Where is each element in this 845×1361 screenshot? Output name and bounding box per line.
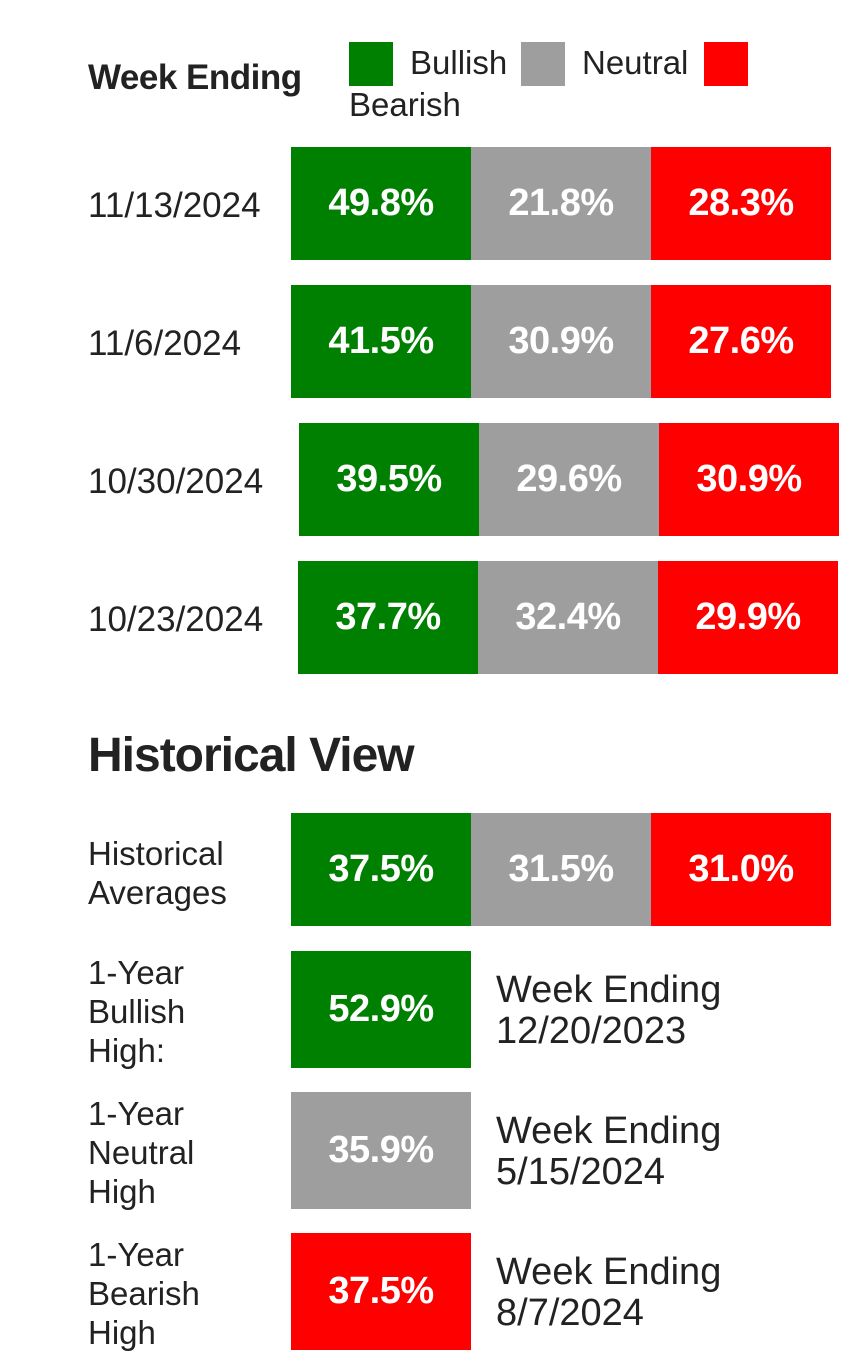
historical-averages-label: Historical Averages bbox=[88, 835, 227, 911]
bullish-high-cell: 52.9% bbox=[291, 951, 471, 1068]
legend-label-bullish: Bullish bbox=[410, 44, 508, 81]
legend-title: Week Ending bbox=[88, 58, 302, 97]
week-label: 10/30/2024 bbox=[88, 462, 264, 501]
neutral-high-cell: 35.9% bbox=[291, 1092, 471, 1209]
bullish-high-date: 12/20/2023 bbox=[496, 1010, 687, 1052]
neutral-cell: 21.8% bbox=[471, 147, 651, 260]
legend-label-neutral: Neutral bbox=[582, 44, 689, 81]
bullish-high-label: 1-Year Bullish High: bbox=[88, 954, 186, 1069]
bearish-cell: 27.6% bbox=[651, 285, 831, 398]
bullish-cell: 41.5% bbox=[291, 285, 471, 398]
avg-bearish-cell: 31.0% bbox=[651, 813, 831, 926]
week-label: 11/6/2024 bbox=[88, 324, 242, 363]
legend-swatch-bearish bbox=[704, 42, 748, 86]
bearish-cell: 29.9% bbox=[658, 561, 838, 674]
bearish-high-week-ending: Week Ending bbox=[496, 1251, 722, 1293]
bearish-high-date: 8/7/2024 bbox=[496, 1292, 644, 1334]
bearish-high-label: 1-Year Bearish High bbox=[88, 1236, 200, 1351]
neutral-high-label: 1-Year Neutral High bbox=[88, 1095, 195, 1210]
neutral-high-week-ending: Week Ending bbox=[496, 1110, 722, 1152]
neutral-cell: 30.9% bbox=[471, 285, 651, 398]
avg-bullish-cell: 37.5% bbox=[291, 813, 471, 926]
neutral-cell: 29.6% bbox=[479, 423, 659, 536]
bearish-cell: 28.3% bbox=[651, 147, 831, 260]
legend-label-bearish: Bearish bbox=[349, 86, 461, 123]
bullish-cell: 49.8% bbox=[291, 147, 471, 260]
neutral-high-date: 5/15/2024 bbox=[496, 1151, 666, 1193]
bullish-cell: 37.7% bbox=[298, 561, 478, 674]
legend-swatch-bullish bbox=[349, 42, 393, 86]
section-title: Historical View bbox=[88, 729, 415, 782]
bullish-high-week-ending: Week Ending bbox=[496, 969, 722, 1011]
avg-neutral-cell: 31.5% bbox=[471, 813, 651, 926]
bullish-cell: 39.5% bbox=[299, 423, 479, 536]
bearish-cell: 30.9% bbox=[659, 423, 839, 536]
week-label: 11/13/2024 bbox=[88, 186, 261, 225]
bearish-high-cell: 37.5% bbox=[291, 1233, 471, 1350]
week-label: 10/23/2024 bbox=[88, 600, 264, 639]
neutral-cell: 32.4% bbox=[478, 561, 658, 674]
legend-swatch-neutral bbox=[521, 42, 565, 86]
